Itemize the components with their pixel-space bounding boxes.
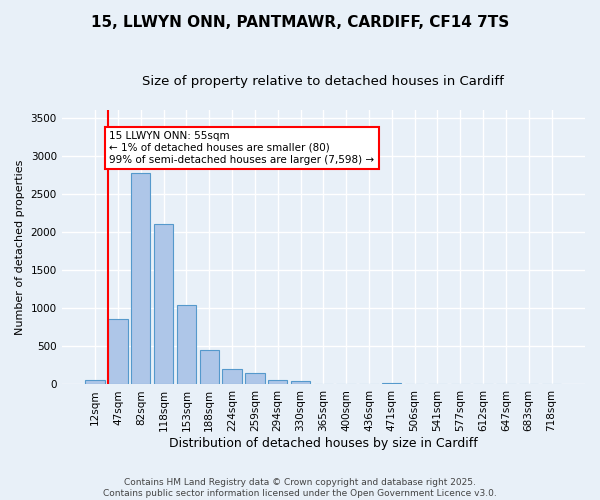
Bar [223, 369, 242, 384]
X-axis label: Distribution of detached houses by size in Cardiff: Distribution of detached houses by size … [169, 437, 478, 450]
Bar [85, 380, 105, 384]
Bar [200, 350, 219, 384]
Text: Contains HM Land Registry data © Crown copyright and database right 2025.
Contai: Contains HM Land Registry data © Crown c… [103, 478, 497, 498]
Bar [382, 382, 401, 384]
Text: 15, LLWYN ONN, PANTMAWR, CARDIFF, CF14 7TS: 15, LLWYN ONN, PANTMAWR, CARDIFF, CF14 7… [91, 15, 509, 30]
Bar [177, 305, 196, 384]
Bar [245, 374, 265, 384]
Bar [108, 320, 128, 384]
Bar [291, 382, 310, 384]
Bar [131, 172, 151, 384]
Bar [154, 224, 173, 384]
Text: 15 LLWYN ONN: 55sqm
← 1% of detached houses are smaller (80)
99% of semi-detache: 15 LLWYN ONN: 55sqm ← 1% of detached hou… [109, 132, 374, 164]
Y-axis label: Number of detached properties: Number of detached properties [15, 160, 25, 335]
Title: Size of property relative to detached houses in Cardiff: Size of property relative to detached ho… [142, 75, 504, 88]
Bar [268, 380, 287, 384]
